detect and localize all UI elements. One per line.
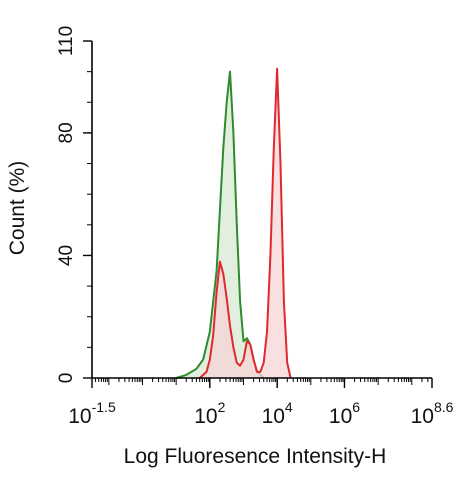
y-tick-label: 40	[56, 245, 77, 266]
x-tick-label: 108.6	[411, 399, 454, 428]
y-tick-label: 0	[56, 373, 77, 384]
labels-layer: 0 40 80 110 10-1.5 102 104 106 108.6	[56, 26, 454, 428]
x-tick-label: 102	[194, 399, 225, 428]
series-2-line	[199, 67, 292, 379]
y-axis-title: Count (%)	[6, 161, 29, 256]
y-tick-label: 110	[56, 26, 77, 56]
x-axis-title: Log Fluoresence Intensity-H	[124, 445, 387, 468]
x-tick-label: 10-1.5	[68, 399, 116, 428]
series-2-area	[199, 68, 291, 378]
series-layer	[175, 67, 292, 379]
x-tick-label: 106	[329, 399, 360, 428]
y-tick-label: 80	[56, 122, 77, 143]
x-tick-label: 104	[262, 399, 293, 428]
axes-layer	[83, 40, 433, 388]
